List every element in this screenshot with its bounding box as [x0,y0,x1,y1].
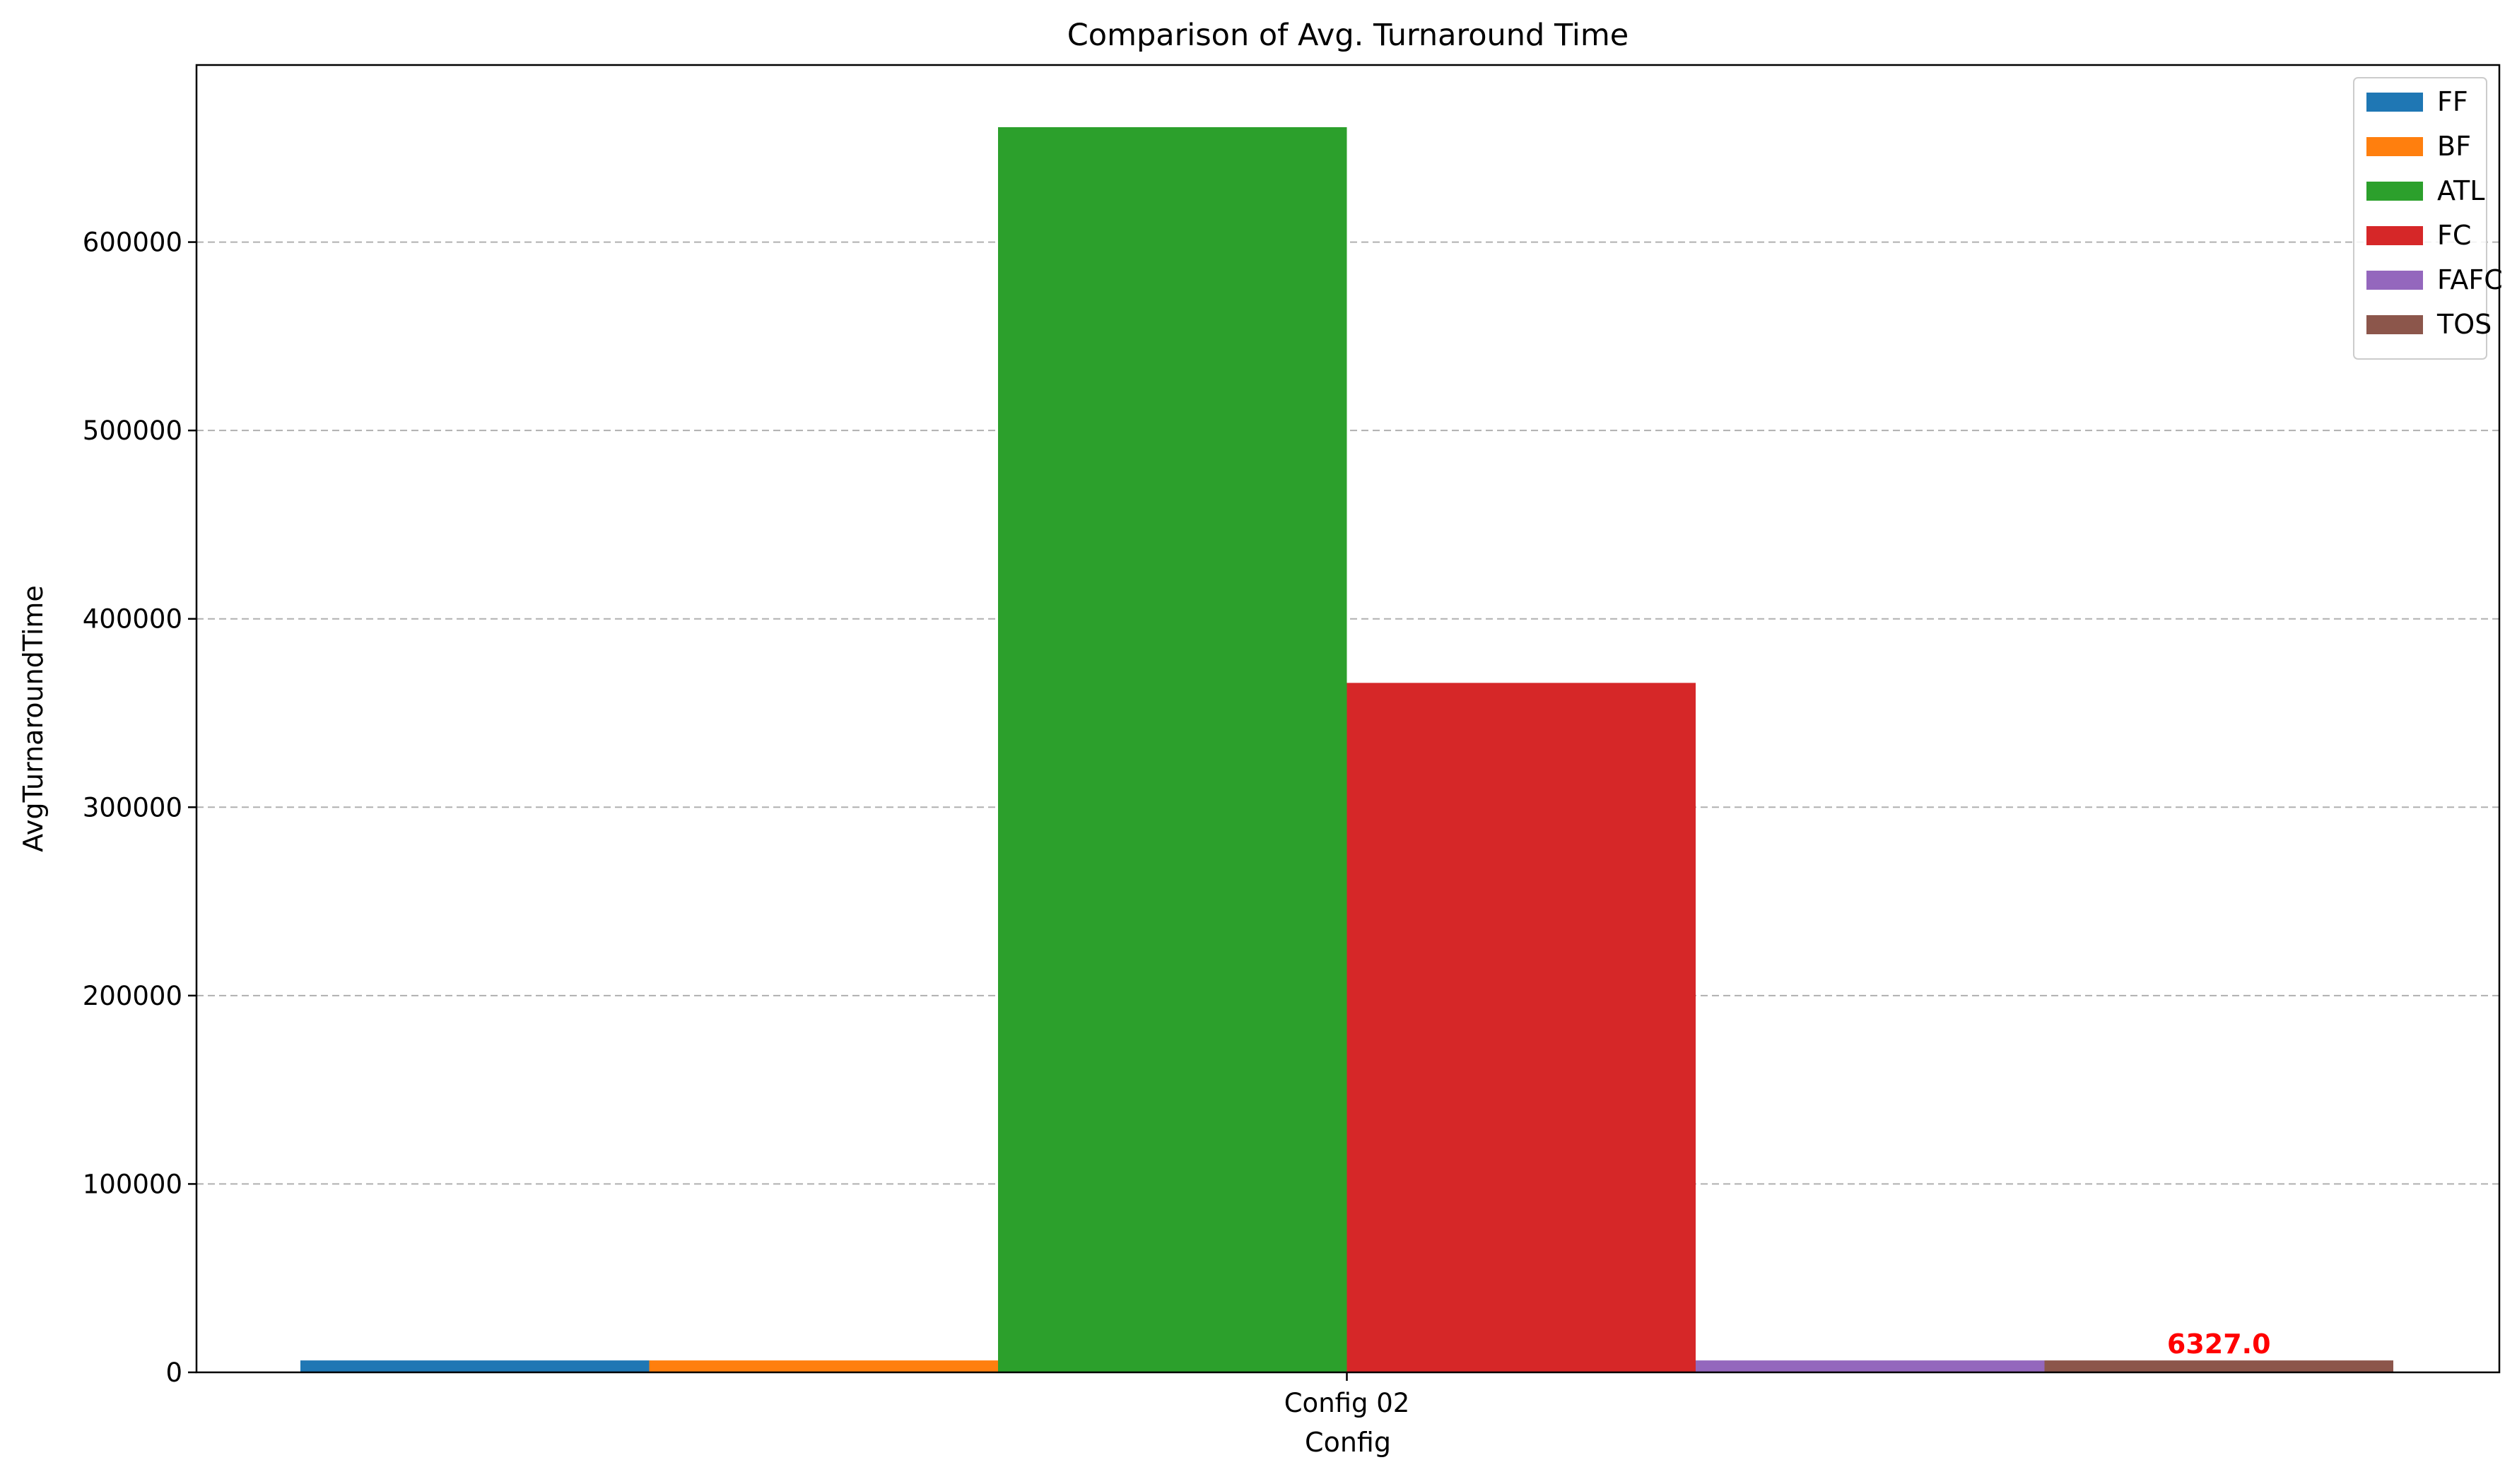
legend-label-tos: TOS [2436,309,2492,340]
legend-swatch-fafc [2366,271,2423,290]
legend: FF BF ATL FC FAFC TOS [2353,77,2503,360]
x-tick-label: Config 02 [1284,1388,1410,1418]
y-tick-label: 400000 [83,604,182,635]
legend-swatch-bf [2366,137,2423,156]
legend-swatch-fc [2366,226,2423,245]
x-axis-label: Config [1305,1427,1391,1458]
data-label: 6327.0 [2167,1329,2271,1360]
bar-tos [2044,1360,2393,1372]
legend-swatch-tos [2366,315,2423,334]
legend-swatch-ff [2366,93,2423,112]
legend-label-bf: BF [2437,131,2471,162]
bar-fafc [1696,1360,2045,1372]
bar-atl [998,126,1347,1373]
plot-frame [195,64,2501,1374]
legend-label-atl: ATL [2437,175,2484,206]
legend-label-fafc: FAFC [2437,264,2503,295]
bar-ff [300,1360,650,1372]
chart-title: Comparison of Avg. Turnaround Time [1067,18,1629,53]
y-axis: 0 100000 200000 300000 400000 500000 600000 [83,228,196,1388]
data-labels: 6327.0 [2167,1329,2271,1360]
y-axis-label: AvgTurnaroundTime [18,585,49,852]
y-tick-label: 500000 [83,416,182,446]
y-tick-label: 300000 [83,792,182,823]
legend-swatch-atl [2366,182,2423,201]
y-tick-label: 100000 [83,1169,182,1199]
x-axis: Config 02 [1284,1372,1410,1418]
bar-fc [1346,683,1696,1372]
y-tick-label: 0 [165,1358,182,1388]
y-tick-label: 200000 [83,981,182,1011]
y-tick-label: 600000 [83,228,182,258]
legend-label-ff: FF [2437,86,2468,117]
legend-label-fc: FC [2437,220,2471,251]
bars [300,126,2393,1373]
bar-bf [649,1360,998,1372]
